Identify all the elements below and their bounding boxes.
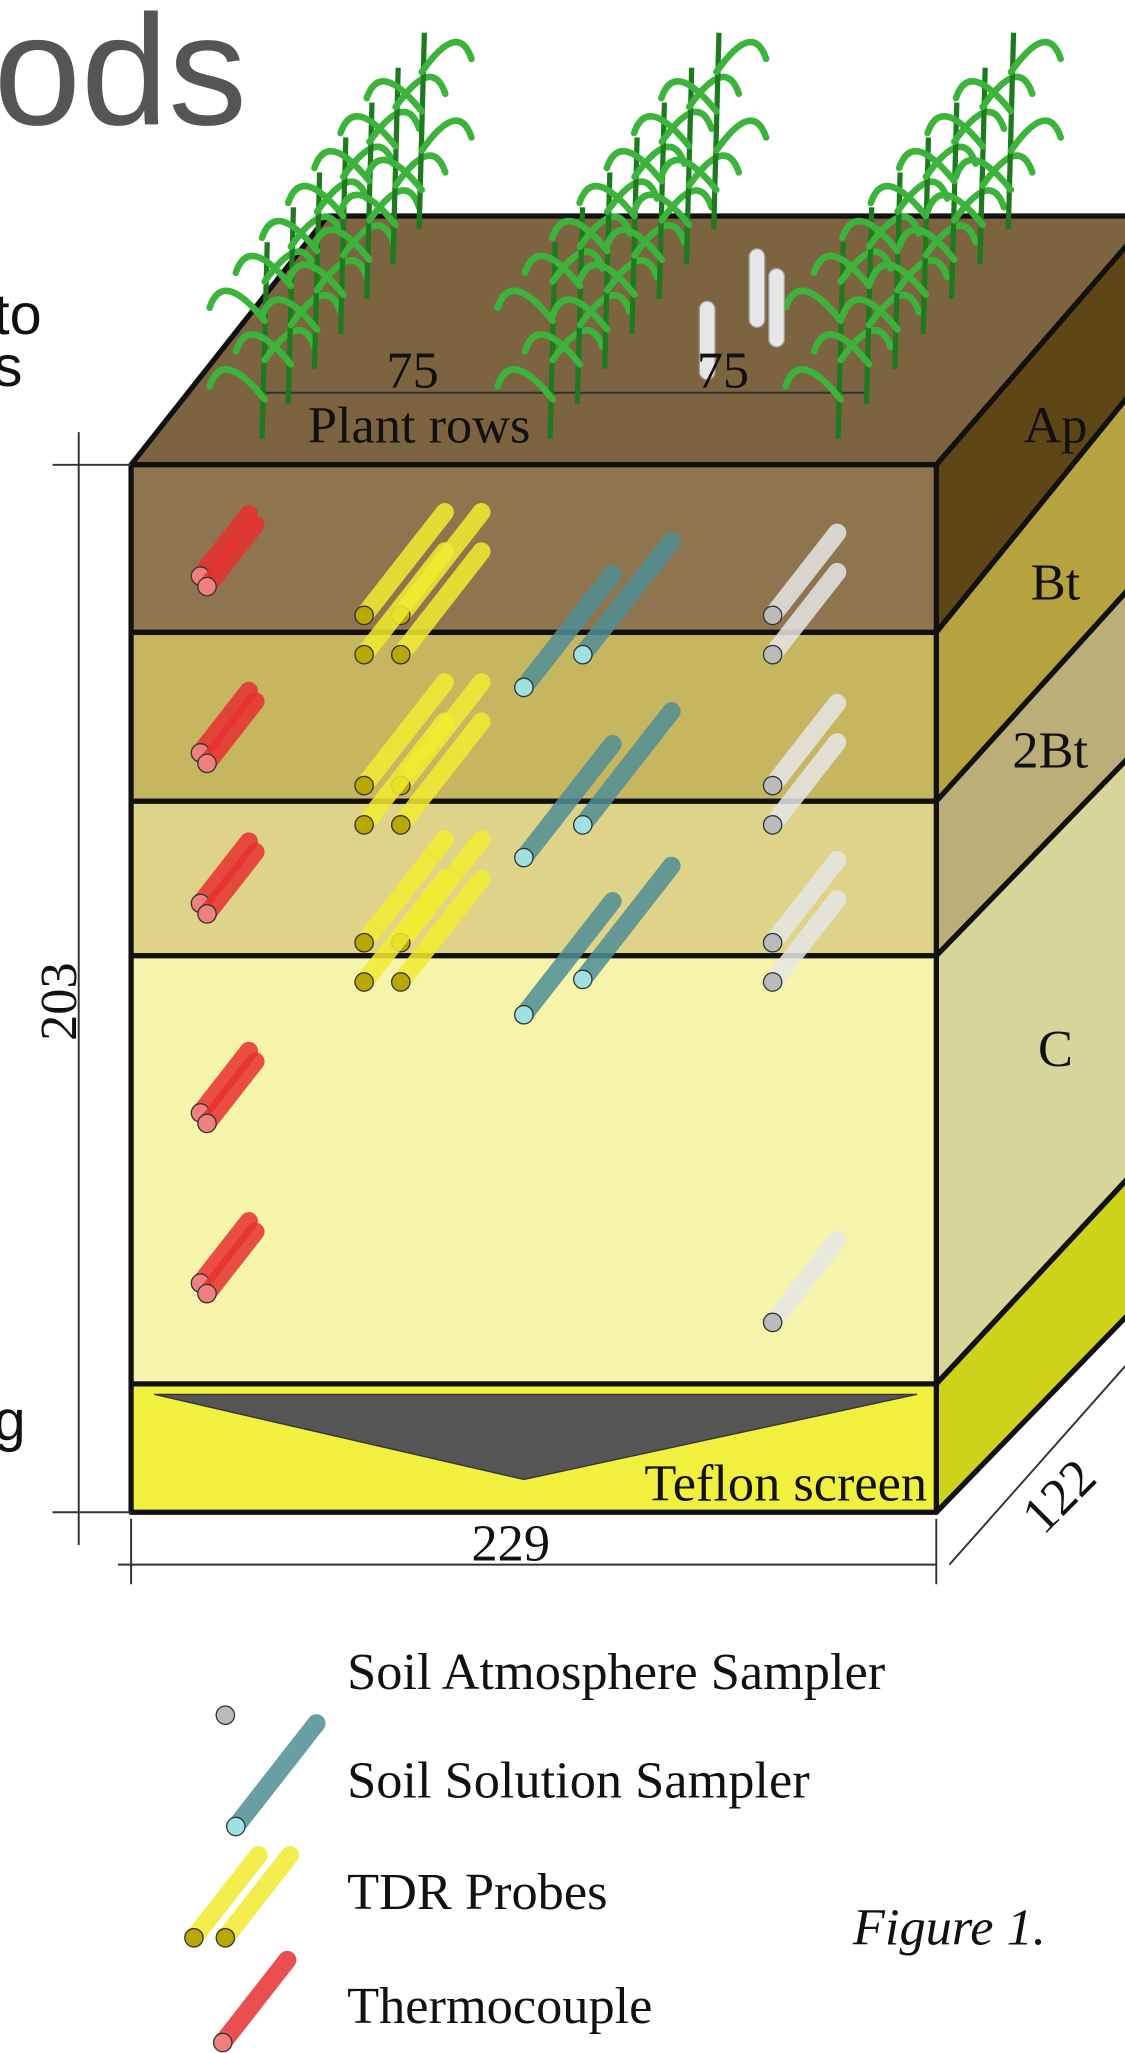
plant-leaf xyxy=(1011,42,1061,72)
slide-text: g xyxy=(0,1389,26,1453)
screen-label: Teflon screen xyxy=(644,1454,927,1512)
probe xyxy=(212,1627,297,1728)
plant-leaf xyxy=(422,121,472,151)
layer-c xyxy=(131,956,936,1384)
row-spacing: 75 xyxy=(697,342,749,400)
slide-text: s xyxy=(0,335,22,399)
plant-stem xyxy=(419,33,424,229)
probe-body xyxy=(223,1960,287,2043)
probe-body xyxy=(225,1633,289,1716)
horizon-label: 2Bt xyxy=(1012,721,1088,779)
surface-sampler xyxy=(769,268,785,347)
probe-body xyxy=(236,1723,317,1826)
legend-label: Soil Atmosphere Sampler xyxy=(347,1643,885,1701)
plant-leaf xyxy=(422,42,472,72)
surface-sampler xyxy=(749,249,765,328)
figure: ods to s g 75 75 Plant rows Ap Bt 2Bt C … xyxy=(0,0,1125,2053)
page: {"title_fragment":"ods","body_fragments"… xyxy=(0,0,1125,2053)
legend-label: Soil Solution Sampler xyxy=(347,1752,810,1810)
caption: Figure 1. xyxy=(852,1898,1046,1956)
width-label: 229 xyxy=(472,1515,551,1573)
probe xyxy=(210,1954,295,2053)
slide-title: ods xyxy=(0,0,247,158)
plant-stem xyxy=(1008,33,1013,229)
horizon-label: Ap xyxy=(1023,397,1087,455)
plant-rows-label: Plant rows xyxy=(308,397,531,455)
height-label: 203 xyxy=(30,962,88,1041)
plant-leaf xyxy=(716,42,766,72)
row-spacing: 75 xyxy=(386,342,438,400)
plant-leaf xyxy=(1011,121,1061,151)
legend-label: TDR Probes xyxy=(347,1863,607,1921)
plant-leaf xyxy=(716,121,766,151)
legend-label: Thermocouple xyxy=(347,1977,652,2035)
horizon-label: Bt xyxy=(1031,554,1081,612)
horizon-label: C xyxy=(1038,1020,1073,1078)
plant-stem xyxy=(714,33,719,229)
depth-label: 122 xyxy=(1011,1448,1108,1545)
soil-block xyxy=(131,216,1125,1512)
probe xyxy=(223,1718,324,1840)
